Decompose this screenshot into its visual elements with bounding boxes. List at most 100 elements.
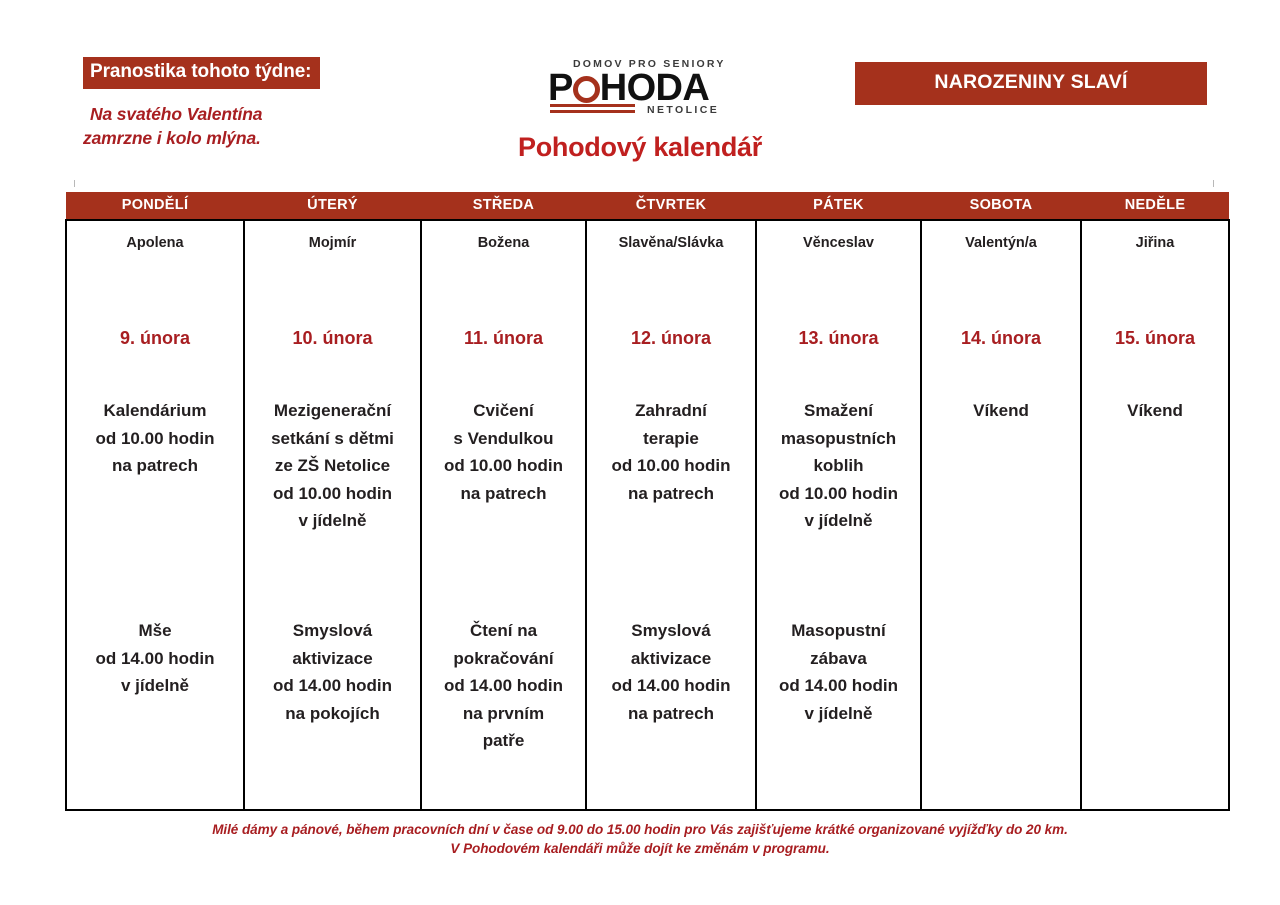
activity-line: od 10.00 hodin xyxy=(778,483,899,503)
activity-line: Zahradní xyxy=(635,401,707,420)
morning-activity: Smažení masopustních koblih od 10.00 hodin v… xyxy=(757,397,920,535)
activity-line: na patrech xyxy=(628,483,714,503)
activity-line: od 10.00 hodin xyxy=(272,483,393,503)
crop-tick-right-icon xyxy=(1213,180,1214,187)
calendar-wrapper: PONDĚLÍ ÚTERÝ STŘEDA ČTVRTEK PÁTEK SOBOT… xyxy=(65,192,1230,811)
activity-line: v jídelně xyxy=(804,511,873,530)
morning-activity: Cvičení s Vendulkou od 10.00 hodin na patre… xyxy=(422,397,585,507)
day-cell-wednesday: Božena 11. února Cvičení s Vendulkou od 10… xyxy=(420,219,587,811)
activity-line: od 14.00 hodin xyxy=(95,648,215,668)
activity-line: na patrech xyxy=(112,456,198,475)
footer-line-1: Milé dámy a pánové, během pracovních dní… xyxy=(212,822,1068,837)
date-label: 12. února xyxy=(630,328,712,348)
day-header-saturday: SOBOTA xyxy=(921,192,1081,220)
activity-line: na pokojích xyxy=(285,703,380,723)
logo-letters-hoda: HODA xyxy=(599,67,710,109)
nameday-label: Mojmír xyxy=(308,235,357,251)
calendar-body-row: Apolena 9. února Kalendárium od 10.00 hod… xyxy=(65,219,1230,811)
activity-line: na patrech xyxy=(460,483,547,503)
activity-line: Cvičení xyxy=(473,401,534,420)
activity-line: setkání s dětmi xyxy=(271,428,394,448)
activity-line: od 10.00 hodin xyxy=(443,456,564,475)
day-cell-tuesday: Mojmír 10. února Mezigenerační setkání s … xyxy=(243,219,422,811)
date-label: 15. února xyxy=(1114,328,1196,348)
day-header-monday: PONDĚLÍ xyxy=(66,192,244,220)
morning-activity: Mezigenerační setkání s dětmi ze ZŠ Netoli… xyxy=(245,397,420,535)
date-label: 13. února xyxy=(798,328,879,348)
afternoon-activity: Smyslová aktivizace od 14.00 hodin na patre… xyxy=(587,617,755,727)
weekly-calendar-table: PONDĚLÍ ÚTERÝ STŘEDA ČTVRTEK PÁTEK SOBOT… xyxy=(65,192,1230,811)
activity-line: ze ZŠ Netolice xyxy=(274,456,391,475)
day-cell-monday: Apolena 9. února Kalendárium od 10.00 hod… xyxy=(65,219,245,811)
activity-line: koblih xyxy=(813,456,864,475)
date-label: 10. února xyxy=(292,328,373,348)
activity-line: terapie xyxy=(643,428,699,448)
day-header-friday: PÁTEK xyxy=(756,192,921,220)
logo-letter-p: P xyxy=(548,67,573,109)
nameday-label: Věnceslav xyxy=(803,235,874,251)
activity-line: v jídelně xyxy=(804,703,873,723)
activity-line: zábava xyxy=(810,648,867,668)
nameday-label: Apolena xyxy=(126,235,184,251)
activity-line: masopustních xyxy=(780,428,897,448)
activity-line: Smyslová xyxy=(631,621,711,640)
date-label: 9. února xyxy=(119,328,190,348)
activity-line: od 10.00 hodin xyxy=(611,456,731,475)
proverb-text: Na svatého Valentína zamrzne i kolo mlýn… xyxy=(83,102,413,150)
activity-line: Kalendárium xyxy=(103,401,207,420)
logo-location: NETOLICE xyxy=(647,104,720,116)
activity-line: od 10.00 hodin xyxy=(95,428,215,448)
logo-bars-icon xyxy=(550,104,635,116)
logo-block: DOMOV PRO SENIORY P HODA NETOLICE Pohodov… xyxy=(0,58,1280,163)
morning-activity: Zahradní terapie od 10.00 hodin na patrech xyxy=(587,397,755,507)
activity-line: Víkend xyxy=(973,401,1029,420)
afternoon-activity: Mše od 14.00 hodin v jídelně xyxy=(67,617,243,700)
afternoon-activity: Smyslová aktivizace od 14.00 hodin na pokoj… xyxy=(245,617,420,727)
proverb-title: Pranostika tohoto týdne: xyxy=(83,57,321,89)
activity-line: s Vendulkou xyxy=(453,428,554,448)
day-cell-sunday: Jiřina 15. února Víkend xyxy=(1080,219,1230,811)
crop-tick-left-icon xyxy=(74,180,75,187)
date-label: 14. února xyxy=(960,328,1042,348)
proverb-line-2: zamrzne i kolo mlýna. xyxy=(83,128,261,148)
day-header-thursday: ČTVRTEK xyxy=(586,192,756,220)
birthday-banner: NAROZENINY SLAVÍ xyxy=(855,62,1207,105)
activity-line: aktivizace xyxy=(292,648,373,668)
proverb-line-1: Na svatého Valentína xyxy=(90,104,263,124)
footer-line-2: V Pohodovém kalendáři může dojít ke změn… xyxy=(450,841,830,856)
activity-line: Čtení na xyxy=(469,621,538,640)
morning-activity: Víkend xyxy=(1082,397,1228,425)
activity-line: Smyslová xyxy=(292,621,373,640)
date-label: 11. února xyxy=(463,328,544,348)
day-header-tuesday: ÚTERÝ xyxy=(244,192,421,220)
day-cell-friday: Věnceslav 13. února Smažení masopustních k… xyxy=(755,219,922,811)
logo-tagline: DOMOV PRO SENIORY xyxy=(573,58,726,70)
nameday-label: Jiřina xyxy=(1135,235,1175,251)
day-cell-thursday: Slavěna/Slávka 12. února Zahradní terapie… xyxy=(585,219,757,811)
activity-line: Mše xyxy=(138,621,172,640)
activity-line: od 14.00 hodin xyxy=(443,676,564,695)
morning-activity: Kalendárium od 10.00 hodin na patrech xyxy=(67,397,243,480)
page-title: Pohodový kalendář xyxy=(518,132,762,162)
nameday-label: Slavěna/Slávka xyxy=(618,235,724,251)
page-header: Pranostika tohoto týdne: Na svatého Vale… xyxy=(0,0,1280,187)
afternoon-activity: Čtení na pokračování od 14.00 hodin na prvn… xyxy=(422,617,585,755)
day-header-wednesday: STŘEDA xyxy=(421,192,586,220)
activity-line: od 14.00 hodin xyxy=(611,676,731,695)
day-header-sunday: NEDĚLE xyxy=(1081,192,1229,220)
logo-wordmark: P HODA xyxy=(548,67,710,109)
pohoda-logo-icon: DOMOV PRO SENIORY P HODA NETOLICE xyxy=(542,58,738,120)
activity-line: v jídelně xyxy=(120,676,190,695)
activity-line: Masopustní xyxy=(791,621,886,640)
activity-line: na patrech xyxy=(628,703,714,723)
morning-activity: Víkend xyxy=(922,397,1080,425)
nameday-label: Božena xyxy=(477,235,530,251)
activity-line: od 14.00 hodin xyxy=(272,676,393,695)
activity-line: na prvním xyxy=(462,703,545,723)
activity-line: Mezigenerační xyxy=(273,401,392,420)
activity-line: Smažení xyxy=(804,401,873,420)
proverb-block: Pranostika tohoto týdne: Na svatého Vale… xyxy=(83,57,413,150)
activity-line: patře xyxy=(482,731,525,750)
day-cell-saturday: Valentýn/a 14. února Víkend xyxy=(920,219,1082,811)
afternoon-activity: Masopustní zábava od 14.00 hodin v jídelně xyxy=(757,617,920,727)
